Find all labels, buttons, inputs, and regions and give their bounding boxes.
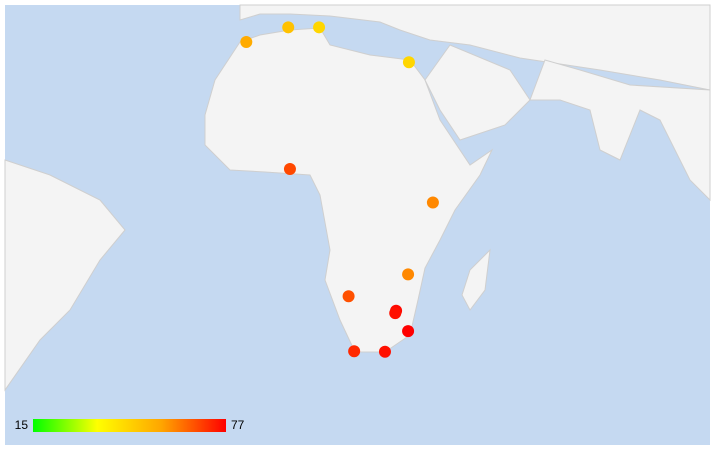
legend-min-label: 15 [15,418,29,432]
marker[interactable] [282,21,295,34]
marker[interactable] [348,345,361,358]
color-legend-bar [33,419,226,432]
marker[interactable] [402,268,415,281]
legend-max-label: 77 [231,418,245,432]
marker[interactable] [342,290,355,303]
marker[interactable] [426,196,439,209]
marker[interactable] [378,345,391,358]
land [4,4,711,392]
markers [240,21,439,358]
marker[interactable] [283,163,296,176]
marker[interactable] [389,307,402,320]
marker[interactable] [402,56,415,69]
marker[interactable] [240,36,253,49]
marker[interactable] [402,325,415,338]
marker[interactable] [313,21,326,34]
